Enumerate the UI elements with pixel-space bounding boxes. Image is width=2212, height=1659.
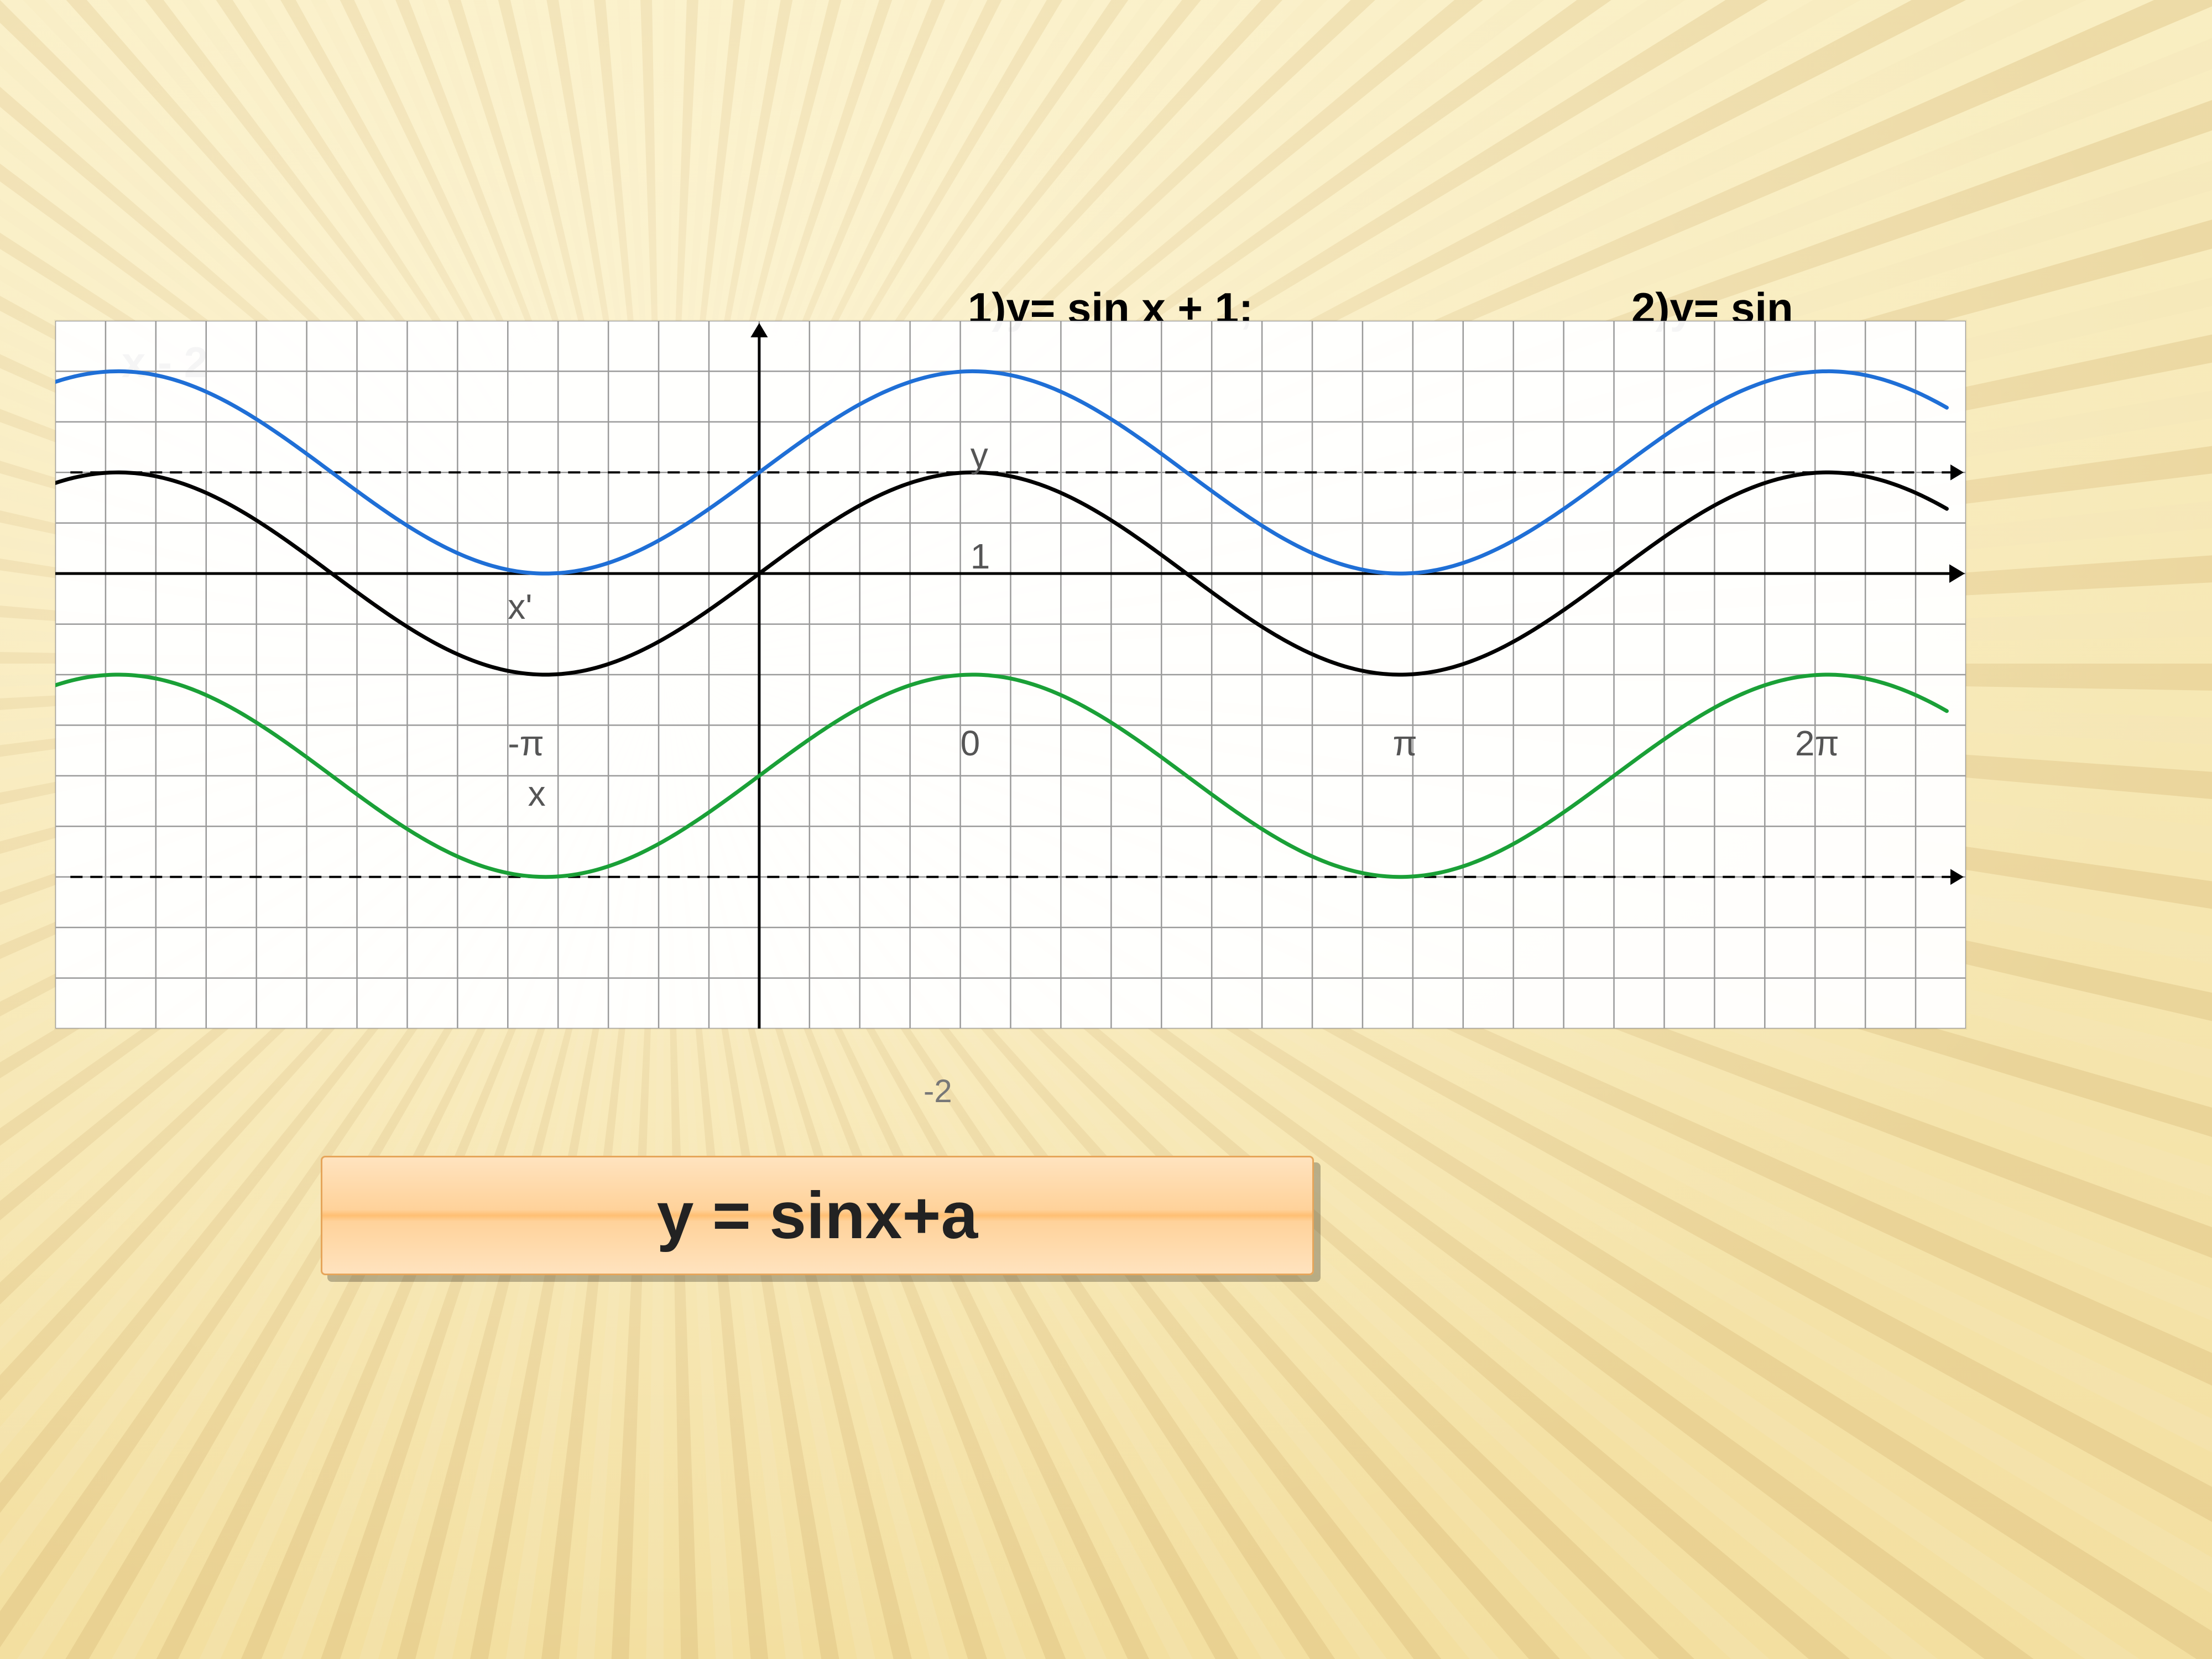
axis-label-x: x	[528, 773, 546, 814]
axis-label-tpi: 2π	[1795, 723, 1839, 764]
axis-label-zero: 0	[961, 723, 980, 764]
axis-label-mpi: -π	[508, 723, 544, 764]
axis-label-one: 1	[971, 536, 990, 577]
formula-box: y = sinx+a	[321, 1156, 1314, 1275]
axis-label-pi: π	[1393, 723, 1417, 764]
formula-text: y = sinx+a	[657, 1178, 978, 1253]
chart-canvas	[55, 321, 1966, 1029]
axis-label-xprime: x'	[508, 586, 532, 627]
sine-chart: y 1 0 x' -π x π 2π	[55, 321, 1966, 1029]
axis-label-y: y	[971, 435, 988, 476]
minus-two-label: -2	[924, 1073, 952, 1110]
